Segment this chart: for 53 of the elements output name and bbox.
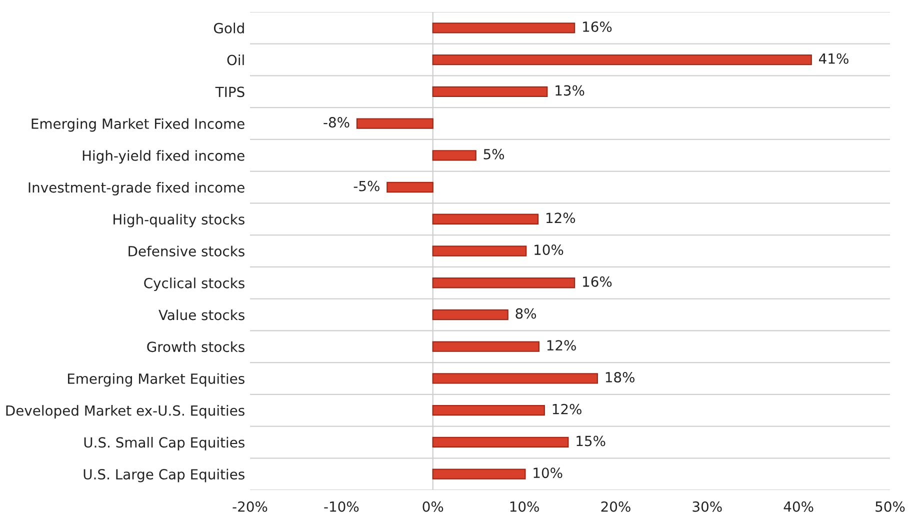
bar <box>432 246 527 256</box>
x-tick-label: 0% <box>422 501 444 512</box>
x-tick-label: 40% <box>784 501 814 512</box>
y-tick-label: High-quality stocks <box>114 214 244 228</box>
y-tick-label: Developed Market ex-U.S. Equities <box>6 405 244 418</box>
data-label: 13% <box>556 85 584 96</box>
y-tick-label: Defensive stocks <box>128 246 244 256</box>
y-tick-label: Emerging Market Fixed Income <box>32 118 244 132</box>
bar <box>432 468 526 480</box>
bar <box>432 405 545 416</box>
bar <box>432 22 576 34</box>
bar <box>356 118 434 129</box>
bar <box>432 341 540 352</box>
data-label: 16% <box>583 276 612 287</box>
data-label: 8% <box>516 308 536 319</box>
x-tick-label: -20% <box>232 501 268 512</box>
x-tick-label: -10% <box>324 501 359 512</box>
x-tick-label: 20% <box>601 501 630 512</box>
bar <box>386 182 434 193</box>
data-label: -5% <box>354 180 380 192</box>
y-tick-label: Value stocks <box>158 309 244 320</box>
y-tick-label: Growth stocks <box>147 341 244 352</box>
y-tick-label: U.S. Small Cap Equities <box>84 436 244 450</box>
y-tick-label: Oil <box>227 54 244 66</box>
x-tick-label: 10% <box>510 501 539 512</box>
data-label: 12% <box>552 404 582 414</box>
bar <box>432 150 476 161</box>
data-label: 12% <box>547 340 576 351</box>
bar <box>432 86 548 97</box>
y-tick-label: Investment-grade fixed income <box>28 182 244 196</box>
data-label: 18% <box>606 372 634 382</box>
y-tick-label: Cyclical stocks <box>144 278 244 292</box>
data-label: 41% <box>818 53 848 64</box>
y-tick-label: High-yield fixed income <box>82 150 244 164</box>
x-tick-label: 30% <box>692 501 722 512</box>
bar <box>432 309 508 320</box>
y-tick-label: Emerging Market Equities <box>68 373 244 387</box>
data-label: 10% <box>534 244 564 256</box>
data-label: 5% <box>484 148 504 160</box>
data-label: 16% <box>583 21 612 32</box>
bar <box>432 436 569 448</box>
y-tick-label: TIPS <box>215 86 244 98</box>
data-label: 15% <box>576 436 606 446</box>
y-tick-label: U.S. Large Cap Equities <box>84 468 244 482</box>
data-label: -8% <box>324 117 350 128</box>
data-label: 10% <box>534 468 562 478</box>
x-tick-label: 50% <box>876 501 905 512</box>
bar <box>432 373 598 384</box>
data-label: 12% <box>546 212 576 224</box>
y-tick-label: Gold <box>214 22 244 34</box>
bar <box>432 278 576 288</box>
bar <box>432 214 539 224</box>
bar <box>432 54 812 66</box>
